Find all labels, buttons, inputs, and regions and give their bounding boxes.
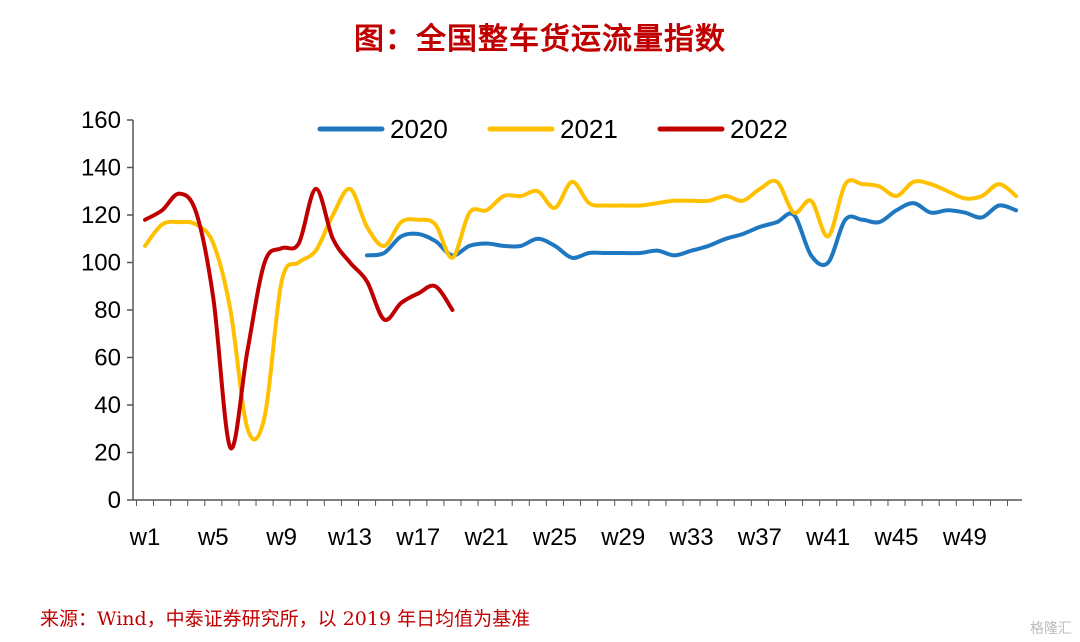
x-tick-label: w17 bbox=[395, 524, 440, 551]
x-tick-label: w1 bbox=[129, 524, 161, 551]
series-line-2022 bbox=[143, 186, 455, 451]
watermark-logo: 格隆汇 bbox=[1030, 621, 1072, 637]
y-tick-label: 0 bbox=[108, 487, 121, 514]
x-tick-label: w21 bbox=[464, 524, 509, 551]
legend-label-2020: 2020 bbox=[390, 114, 448, 144]
x-tick-label: w5 bbox=[197, 524, 229, 551]
x-tick-label: w25 bbox=[532, 524, 577, 551]
x-tick-label: w33 bbox=[669, 524, 714, 551]
x-tick-label: w49 bbox=[942, 524, 987, 551]
y-tick-label: 60 bbox=[94, 345, 121, 372]
legend-label-2021: 2021 bbox=[560, 114, 618, 144]
legend-label-2022: 2022 bbox=[730, 114, 788, 144]
x-tick-label: w29 bbox=[600, 524, 645, 551]
x-tick-label: w45 bbox=[874, 524, 919, 551]
y-tick-label: 140 bbox=[81, 155, 121, 182]
x-tick-label: w9 bbox=[265, 524, 297, 551]
y-tick-label: 120 bbox=[81, 202, 121, 229]
y-tick-label: 20 bbox=[94, 440, 121, 467]
y-tick-label: 80 bbox=[94, 297, 121, 324]
source-note: 来源：Wind，中泰证券研究所，以 2019 年日均值为基准 bbox=[40, 608, 531, 630]
x-tick-label: w37 bbox=[737, 524, 782, 551]
x-tick-label: w41 bbox=[805, 524, 850, 551]
y-tick-label: 100 bbox=[81, 250, 121, 277]
chart-title: 图：全国整车货运流量指数 bbox=[354, 22, 726, 57]
series-line-2021 bbox=[143, 178, 1019, 442]
y-tick-label: 40 bbox=[94, 392, 121, 419]
series-line-2020 bbox=[365, 201, 1019, 267]
x-tick-label: w13 bbox=[327, 524, 372, 551]
y-tick-label: 160 bbox=[81, 107, 121, 134]
